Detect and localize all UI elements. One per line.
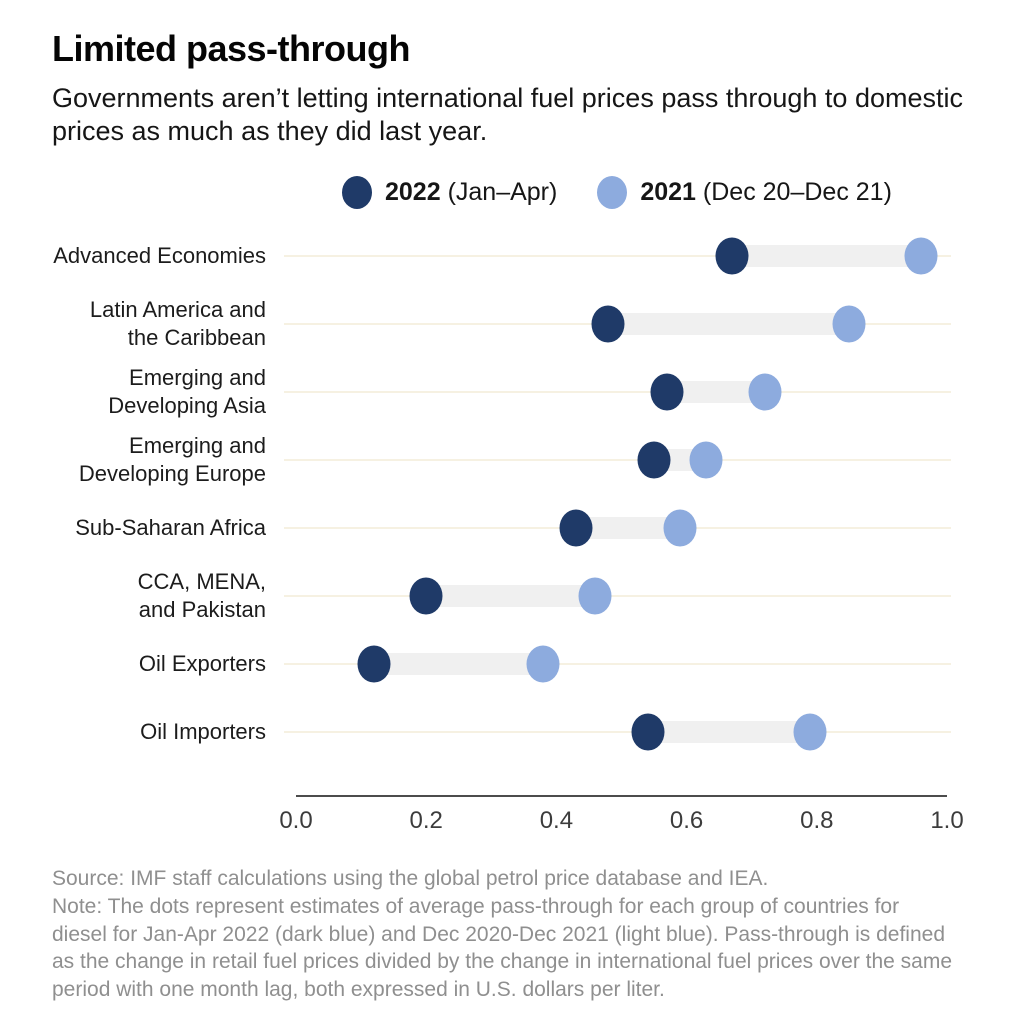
row-plot: [284, 290, 951, 358]
category-label: Oil Exporters: [138, 650, 266, 676]
row-guide-line: [284, 662, 951, 665]
row-guide-line: [284, 730, 951, 733]
x-tick-label: 0.0: [279, 806, 313, 834]
legend-dot-2021-icon: [597, 175, 628, 209]
chart-row: Advanced Economies: [52, 222, 972, 290]
category-label: CCA, MENA, and Pakistan: [137, 568, 266, 622]
x-tick-label: 1.0: [930, 806, 964, 834]
row-plot: [284, 630, 951, 698]
dumbbell-connector: [647, 720, 811, 743]
row-plot: [284, 562, 951, 630]
row-plot: [284, 698, 951, 766]
row-guide-line: [284, 458, 951, 461]
chart-row: Sub-Saharan Africa: [52, 494, 972, 562]
legend-year-2021: 2021: [640, 177, 696, 206]
legend-period-2021: (Dec 20–Dec 21): [695, 177, 892, 206]
dot-2022: [559, 509, 593, 547]
chart-row: Oil Exporters: [52, 630, 972, 698]
dumbbell-connector: [575, 516, 681, 539]
dot-2022: [357, 645, 391, 683]
chart-title: Limited pass-through: [52, 28, 411, 69]
legend-item-2022: 2022 (Jan–Apr): [342, 175, 557, 209]
dot-2022: [591, 305, 625, 343]
chart-subtitle: Governments aren’t letting international…: [52, 82, 963, 146]
legend-dot-2022-icon: [342, 175, 372, 209]
dot-2021: [578, 577, 612, 615]
dot-2022: [409, 577, 443, 615]
x-tick-label: 0.6: [669, 806, 704, 834]
dot-2021: [663, 509, 697, 547]
category-label: Sub-Saharan Africa: [75, 514, 266, 540]
category-label: Latin America and the Caribbean: [89, 296, 266, 350]
legend-label-2021: 2021 (Dec 20–Dec 21): [640, 178, 892, 207]
chart-rows: Advanced Economies Latin America and the C…: [52, 222, 972, 766]
legend-year-2022: 2022: [385, 177, 441, 206]
dumbbell-connector: [667, 380, 765, 403]
category-label: Emerging and Developing Asia: [108, 364, 266, 418]
dot-2022: [637, 441, 671, 479]
dumbbell-connector: [732, 244, 921, 267]
x-tick-label: 0.2: [409, 806, 443, 834]
row-plot: [284, 426, 951, 494]
row-plot: [284, 222, 951, 290]
source-note: Source: IMF staff calculations using the…: [52, 866, 769, 890]
chart-row: Emerging and Developing Europe: [52, 426, 972, 494]
dot-2021: [904, 237, 938, 275]
dumbbell-connector: [374, 652, 544, 675]
dot-2022: [631, 713, 665, 751]
row-plot: [284, 494, 951, 562]
dot-2021: [526, 645, 560, 683]
legend-label-2022: 2022 (Jan–Apr): [385, 178, 557, 207]
legend-period-2022: (Jan–Apr): [440, 177, 558, 206]
footer: Source: IMF staff calculations using the…: [52, 865, 957, 1005]
dot-2021: [748, 373, 782, 411]
category-label: Advanced Economies: [53, 242, 266, 268]
row-guide-line: [284, 254, 951, 257]
row-guide-line: [284, 594, 951, 597]
dumbbell-connector: [426, 584, 596, 607]
dot-2021: [793, 713, 827, 751]
legend: 2022 (Jan–Apr) 2021 (Dec 20–Dec 21): [342, 175, 972, 209]
row-plot: [284, 358, 951, 426]
x-tick-label: 0.4: [539, 806, 574, 834]
dot-2022: [650, 373, 684, 411]
dot-2021: [689, 441, 723, 479]
legend-item-2021: 2021 (Dec 20–Dec 21): [597, 175, 892, 209]
methodology-note: Note: The dots represent estimates of av…: [52, 894, 953, 1002]
chart-row: Latin America and the Caribbean: [52, 290, 972, 358]
row-guide-line: [284, 390, 951, 393]
x-tick-label: 0.8: [800, 806, 834, 834]
dumbbell-connector: [608, 312, 850, 335]
dot-2022: [715, 237, 749, 275]
x-axis: 0.0 0.2 0.4 0.6 0.8 1.0: [279, 794, 964, 847]
category-label: Emerging and Developing Europe: [78, 432, 266, 486]
chart-row: Emerging and Developing Asia: [52, 358, 972, 426]
chart-row: CCA, MENA, and Pakistan: [52, 562, 972, 630]
x-axis-line: [296, 794, 947, 797]
chart-row: Oil Importers: [52, 698, 972, 766]
dot-2021: [832, 305, 866, 343]
category-label: Oil Importers: [140, 718, 266, 744]
